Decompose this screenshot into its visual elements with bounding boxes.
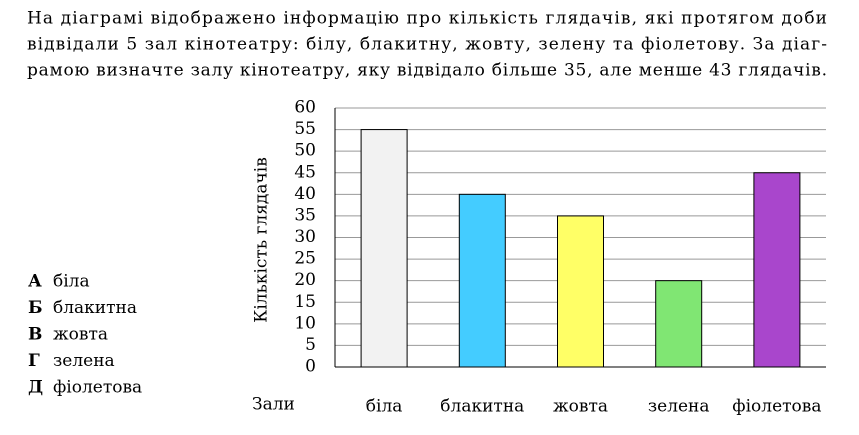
y-tick-label: 10 xyxy=(294,313,316,333)
y-tick-label: 40 xyxy=(294,184,316,204)
question-line: рамою визначте залу кінотеатру, яку відв… xyxy=(27,61,827,81)
option-text: фіолетова xyxy=(53,378,142,398)
option-letter: А xyxy=(28,272,42,292)
y-tick-label: 5 xyxy=(305,335,316,355)
option-letter: В xyxy=(28,325,42,345)
y-tick-label: 0 xyxy=(305,357,316,377)
x-tick-label: жовта xyxy=(553,397,608,417)
y-tick-label: 50 xyxy=(294,141,316,161)
y-tick-label: 45 xyxy=(294,162,316,182)
y-tick-label: 55 xyxy=(294,119,316,139)
bar xyxy=(753,172,801,368)
y-tick-label: 30 xyxy=(294,227,316,247)
bar xyxy=(557,215,604,368)
question-line: відвідали 5 зал кінотеатру: білу, блакит… xyxy=(27,35,827,55)
x-tick-label: зелена xyxy=(648,397,710,417)
y-tick-label: 25 xyxy=(294,249,316,269)
x-tick-label: фіолетова xyxy=(732,397,821,417)
option-text: блакитна xyxy=(53,298,137,318)
y-tick-label: 15 xyxy=(294,292,316,312)
y-tick-label: 20 xyxy=(294,270,316,290)
bar xyxy=(655,280,703,368)
y-axis-label: Кількість глядачів xyxy=(252,157,272,323)
option-letter: Д xyxy=(28,378,43,398)
x-tick-label: біла xyxy=(366,397,403,417)
x-axis-label: Зали xyxy=(252,395,295,415)
option-text: біла xyxy=(53,272,90,292)
y-tick-label: 35 xyxy=(294,205,316,225)
y-tick-label: 60 xyxy=(294,98,316,118)
x-tick-label: блакитна xyxy=(440,397,524,417)
bar xyxy=(458,193,506,368)
option-text: жовта xyxy=(53,325,108,345)
option-text: зелена xyxy=(53,351,115,371)
bar xyxy=(360,129,408,368)
question-line: На діаграмі відображено інформацію про к… xyxy=(27,9,827,29)
option-letter: Б xyxy=(28,298,43,318)
option-letter: Г xyxy=(28,351,40,371)
